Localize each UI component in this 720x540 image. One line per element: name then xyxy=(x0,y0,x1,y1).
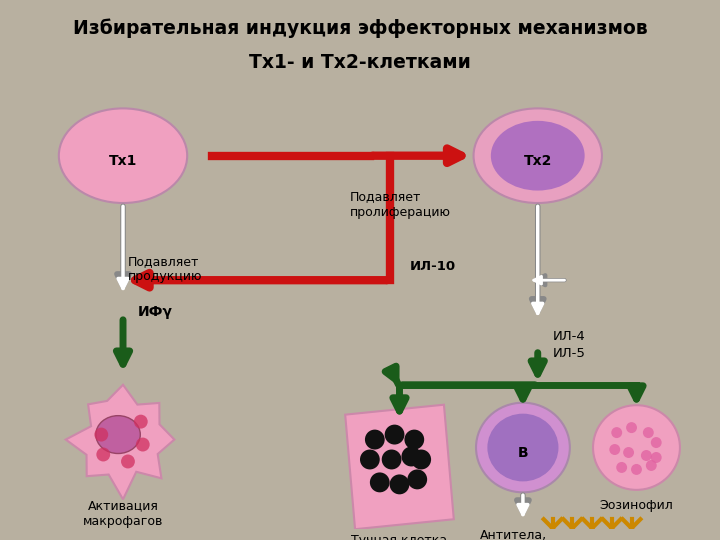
Circle shape xyxy=(651,437,662,448)
Circle shape xyxy=(94,428,108,442)
Polygon shape xyxy=(345,404,454,529)
Circle shape xyxy=(136,437,150,451)
Ellipse shape xyxy=(59,109,187,203)
Text: ИФγ: ИФγ xyxy=(138,305,173,319)
Ellipse shape xyxy=(476,403,570,492)
Ellipse shape xyxy=(474,109,602,203)
Circle shape xyxy=(134,415,148,429)
Ellipse shape xyxy=(593,405,680,490)
Circle shape xyxy=(623,447,634,458)
Circle shape xyxy=(651,452,662,463)
Text: Активация
макрофагов: Активация макрофагов xyxy=(83,500,163,528)
Circle shape xyxy=(370,472,390,492)
Ellipse shape xyxy=(96,416,140,454)
Circle shape xyxy=(121,455,135,468)
Circle shape xyxy=(643,427,654,438)
Circle shape xyxy=(609,444,620,455)
Text: Избирательная индукция эффекторных механизмов: Избирательная индукция эффекторных механ… xyxy=(73,19,647,38)
Circle shape xyxy=(631,464,642,475)
Text: Тх1- и Тх2-клетками: Тх1- и Тх2-клетками xyxy=(249,53,471,72)
Text: Подавляет
пролиферацию: Подавляет пролиферацию xyxy=(350,191,451,219)
Text: Подавляет
продукцию: Подавляет продукцию xyxy=(128,255,202,284)
Circle shape xyxy=(390,475,410,494)
Text: Тучная клетка: Тучная клетка xyxy=(351,534,448,540)
Text: В: В xyxy=(518,446,528,460)
Circle shape xyxy=(384,424,405,444)
Circle shape xyxy=(411,449,431,469)
Circle shape xyxy=(626,422,637,433)
Text: Антитела,
в частности IgE: Антитела, в частности IgE xyxy=(462,529,564,540)
Text: ИЛ-4
ИЛ-5: ИЛ-4 ИЛ-5 xyxy=(552,330,585,360)
Text: Тх2: Тх2 xyxy=(523,154,552,168)
Circle shape xyxy=(616,462,627,473)
Circle shape xyxy=(611,427,622,438)
Circle shape xyxy=(405,430,424,449)
Text: Эозинофил: Эозинофил xyxy=(600,500,673,512)
Circle shape xyxy=(408,469,427,489)
Text: Тх1: Тх1 xyxy=(109,154,138,168)
Polygon shape xyxy=(66,385,174,500)
Circle shape xyxy=(96,448,110,462)
Text: ИЛ-10: ИЛ-10 xyxy=(410,260,456,273)
Ellipse shape xyxy=(487,414,559,481)
Circle shape xyxy=(382,449,402,469)
Circle shape xyxy=(360,449,379,469)
Circle shape xyxy=(402,447,421,467)
Circle shape xyxy=(641,450,652,461)
Circle shape xyxy=(646,460,657,471)
Ellipse shape xyxy=(491,121,585,191)
Circle shape xyxy=(365,430,384,449)
